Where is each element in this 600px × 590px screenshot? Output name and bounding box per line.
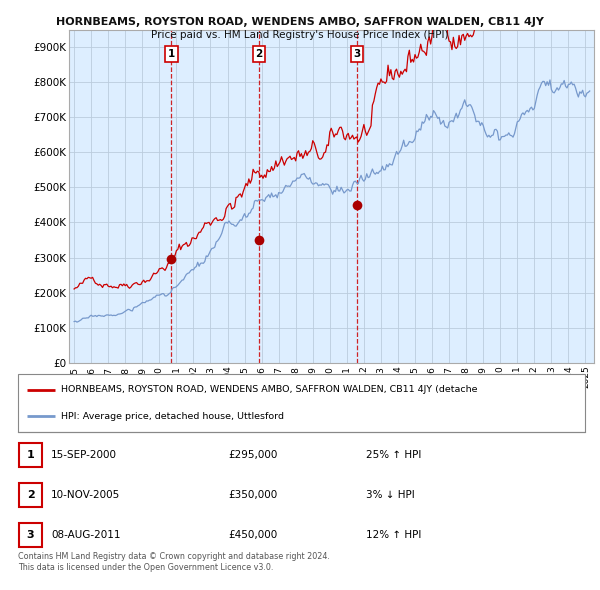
FancyBboxPatch shape	[19, 483, 42, 507]
Text: £450,000: £450,000	[228, 530, 277, 540]
Text: 3: 3	[353, 49, 361, 59]
Text: £350,000: £350,000	[228, 490, 277, 500]
Text: 15-SEP-2000: 15-SEP-2000	[51, 450, 117, 460]
FancyBboxPatch shape	[19, 443, 42, 467]
Text: 1: 1	[168, 49, 175, 59]
Text: 3% ↓ HPI: 3% ↓ HPI	[366, 490, 415, 500]
Text: 1: 1	[27, 450, 34, 460]
Text: This data is licensed under the Open Government Licence v3.0.: This data is licensed under the Open Gov…	[18, 563, 274, 572]
Text: 2: 2	[256, 49, 263, 59]
Text: 3: 3	[27, 530, 34, 540]
Text: HORNBEAMS, ROYSTON ROAD, WENDENS AMBO, SAFFRON WALDEN, CB11 4JY: HORNBEAMS, ROYSTON ROAD, WENDENS AMBO, S…	[56, 17, 544, 27]
Text: Price paid vs. HM Land Registry's House Price Index (HPI): Price paid vs. HM Land Registry's House …	[151, 30, 449, 40]
Text: HPI: Average price, detached house, Uttlesford: HPI: Average price, detached house, Uttl…	[61, 412, 284, 421]
Text: HORNBEAMS, ROYSTON ROAD, WENDENS AMBO, SAFFRON WALDEN, CB11 4JY (detache: HORNBEAMS, ROYSTON ROAD, WENDENS AMBO, S…	[61, 385, 477, 394]
Text: Contains HM Land Registry data © Crown copyright and database right 2024.: Contains HM Land Registry data © Crown c…	[18, 552, 330, 560]
FancyBboxPatch shape	[18, 374, 585, 432]
Text: 12% ↑ HPI: 12% ↑ HPI	[366, 530, 421, 540]
Text: £295,000: £295,000	[228, 450, 277, 460]
Text: 10-NOV-2005: 10-NOV-2005	[51, 490, 120, 500]
Text: 25% ↑ HPI: 25% ↑ HPI	[366, 450, 421, 460]
Text: 08-AUG-2011: 08-AUG-2011	[51, 530, 121, 540]
FancyBboxPatch shape	[19, 523, 42, 547]
Text: 2: 2	[27, 490, 34, 500]
